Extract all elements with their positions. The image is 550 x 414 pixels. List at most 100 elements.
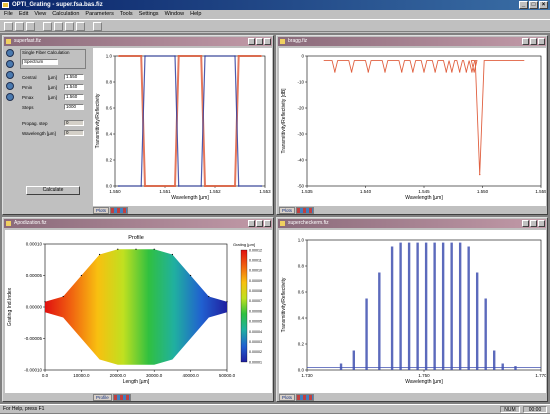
paste-icon[interactable] <box>65 22 74 31</box>
export-icon[interactable] <box>6 93 14 101</box>
close-button[interactable]: × <box>539 1 548 9</box>
calc-type-select[interactable]: Spectrum <box>22 59 58 65</box>
x-tick-label: 20000.0 <box>110 373 127 378</box>
maximize-icon[interactable] <box>256 38 263 45</box>
spectral-peak <box>458 242 462 370</box>
maximize-icon[interactable] <box>530 220 537 227</box>
colorbar-title: Grating [µm] <box>233 242 255 247</box>
spectral-peak <box>501 363 504 370</box>
chart-svg[interactable]: 1.0 0.8 0.6 0.4 0.2 0.01.730 1.750 1.770 Wavelen… <box>279 230 547 393</box>
central-input[interactable]: 1.550 <box>64 74 84 80</box>
pan-icon[interactable] <box>6 60 14 68</box>
tab-strip-decoration <box>112 394 131 401</box>
close-icon[interactable] <box>264 220 271 227</box>
window-titlebar[interactable]: Apodization.fiz <box>4 219 272 228</box>
y-tick-label: 0 <box>301 54 304 59</box>
window-titlebar[interactable]: bragg.fiz <box>278 37 546 46</box>
field-unit: [µm] <box>48 85 57 90</box>
menu-view[interactable]: View <box>34 11 47 17</box>
plot-area[interactable]: 1.0 0.8 0.6 0.4 0.2 0.0 1.730 1.750 1.770 Wavelen… <box>279 230 547 393</box>
print-icon[interactable] <box>76 22 85 31</box>
x-tick-label: 1.750 <box>418 373 430 378</box>
help-icon[interactable] <box>93 22 102 31</box>
tab-plots[interactable]: Plots <box>279 207 296 214</box>
colorbar-tick-label: 0.00005 <box>249 320 262 324</box>
menu-settings[interactable]: Settings <box>138 11 159 17</box>
chart-svg[interactable]: 1.0 0.8 0.6 0.4 0.2 0.01.550 1.551 1.552 1.553 Wa… <box>93 48 272 206</box>
colorbar-tick-label: 0.00009 <box>249 279 262 283</box>
plot-area[interactable]: 0.00010 0.00005 0.00000 -0.00005 -0.00010 0.0… <box>5 230 272 393</box>
minimize-icon[interactable] <box>248 38 255 45</box>
maximize-icon[interactable] <box>530 38 537 45</box>
pmin-input[interactable]: 1.540 <box>64 84 84 90</box>
tab-profile[interactable]: Profile <box>93 394 112 401</box>
menu-help[interactable]: Help <box>190 11 202 17</box>
maximize-button[interactable]: □ <box>529 1 538 9</box>
open-file-icon[interactable] <box>15 22 24 31</box>
steps-input[interactable]: 1000 <box>64 104 84 110</box>
chart-svg[interactable]: 0.000100.000050.00000-0.00005-0.000100.0… <box>5 230 272 393</box>
minimize-button[interactable]: _ <box>519 1 528 9</box>
tab-strip-decoration <box>110 207 129 214</box>
copy-icon[interactable] <box>54 22 63 31</box>
group-label: Single Fiber Calculation <box>22 50 70 55</box>
window-titlebar[interactable]: supercheckerm.fiz <box>278 219 546 228</box>
spectral-peak <box>365 298 368 370</box>
zoom-icon[interactable] <box>6 49 14 57</box>
grid-icon[interactable] <box>6 82 14 90</box>
x-tick-label: 40000.0 <box>182 373 199 378</box>
data-point <box>204 185 206 187</box>
close-icon[interactable] <box>538 38 545 45</box>
data-point <box>260 185 263 187</box>
data-point <box>479 173 481 176</box>
window-supercheckerm[interactable]: supercheckerm.fiz 1.0 0.8 0.6 0.4 0.2 0.0 1.73… <box>276 217 548 402</box>
tab-plots[interactable]: Plots <box>93 207 110 214</box>
spectral-peak <box>484 298 487 370</box>
data-point <box>423 71 425 73</box>
window-titlebar[interactable]: superfast.fiz <box>4 37 272 46</box>
minimize-icon[interactable] <box>522 38 529 45</box>
document-icon <box>6 39 11 44</box>
save-icon[interactable] <box>26 22 35 31</box>
maximize-icon[interactable] <box>256 220 263 227</box>
menu-window[interactable]: Window <box>164 11 185 17</box>
window-superfast[interactable]: superfast.fiz Single Fiber Calculation S… <box>2 35 274 215</box>
cut-icon[interactable] <box>43 22 52 31</box>
data-point <box>99 253 101 256</box>
chart-svg[interactable]: 0 -10 -20 -30 -40 -501.535 1.540 1.545 1.550 1.55… <box>279 48 547 206</box>
window-apodization[interactable]: Apodization.fiz 0.00010 0.00005 0.00000 -0.… <box>2 217 274 402</box>
close-icon[interactable] <box>264 38 271 45</box>
y-tick-label: 0.00005 <box>26 273 43 278</box>
menu-file[interactable]: File <box>4 11 13 17</box>
window-title: supercheckerm.fiz <box>288 220 329 226</box>
menu-edit[interactable]: Edit <box>18 11 29 17</box>
spectral-peak <box>475 272 479 370</box>
y-tick-label: -40 <box>297 158 304 163</box>
new-file-icon[interactable] <box>4 22 13 31</box>
menu-calculation[interactable]: Calculation <box>52 11 80 17</box>
window-bragg[interactable]: bragg.fiz 0 -10 -20 -30 -40 -50 1.535 1.540 1.54… <box>276 35 548 215</box>
cursor-icon[interactable] <box>6 71 14 79</box>
data-point <box>144 185 146 187</box>
plot-area[interactable]: 0 -10 -20 -30 -40 -50 1.535 1.540 1.545 1.550 1.55… <box>279 48 547 206</box>
plot-frame <box>306 55 542 187</box>
calculate-button[interactable]: Calculate <box>26 186 80 195</box>
tab-plots[interactable]: Plots <box>279 394 296 401</box>
colorbar-tick-label: 0.00007 <box>249 299 262 303</box>
data-point <box>200 55 203 57</box>
spectral-peak <box>467 246 470 370</box>
close-icon[interactable] <box>538 220 545 227</box>
y-axis-label: Transmittivity/Reflectivity <box>281 277 287 332</box>
minimize-icon[interactable] <box>522 220 529 227</box>
menu-tools[interactable]: Tools <box>119 11 133 17</box>
minimize-icon[interactable] <box>248 220 255 227</box>
x-tick-label: 1.730 <box>301 373 313 378</box>
pmax-input[interactable]: 1.560 <box>64 94 84 100</box>
series-line <box>118 55 262 187</box>
menu-parameters[interactable]: Parameters <box>85 11 114 17</box>
y-tick-label: -0.00010 <box>24 368 42 373</box>
data-point <box>44 301 46 303</box>
plot-area[interactable]: 1.0 0.8 0.6 0.4 0.2 0.0 1.550 1.551 1.552 1.553 Wa… <box>93 48 272 206</box>
x-tick-label: 1.553 <box>259 189 271 194</box>
data-point <box>367 71 369 73</box>
